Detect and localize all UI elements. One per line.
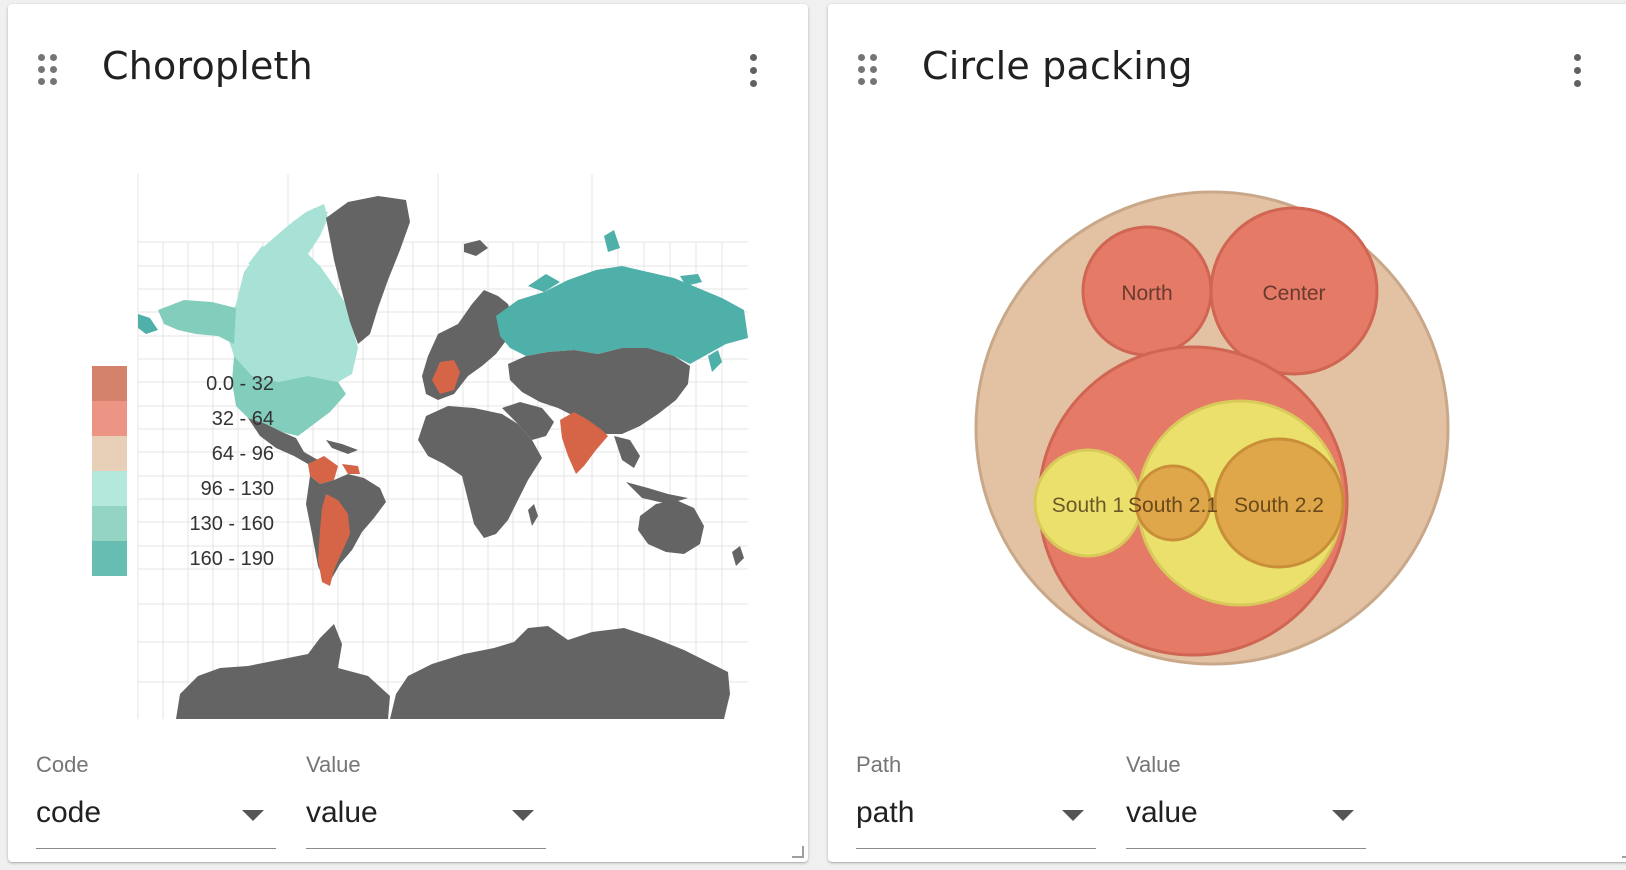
code-value: code (36, 796, 102, 829)
region-japan (708, 350, 722, 372)
path-select[interactable]: Path path (856, 752, 1096, 852)
dropdown-arrow-icon[interactable] (512, 810, 534, 821)
value-value: value (306, 796, 378, 829)
label-south-2-2: South 2.2 (1234, 494, 1324, 517)
dropdown-arrow-icon[interactable] (1332, 810, 1354, 821)
legend-swatch (92, 436, 127, 471)
region-australia (638, 500, 704, 554)
region-russia (496, 266, 748, 364)
legend-label: 130 - 160 (189, 513, 274, 535)
region-caribbean (326, 440, 358, 454)
more-vert-icon[interactable] (750, 54, 758, 88)
node-center (1209, 206, 1379, 376)
region-greenland (326, 196, 410, 344)
region-venezuela (342, 464, 360, 474)
node-south-2-2 (1213, 437, 1345, 569)
field-underline (856, 848, 1096, 849)
more-vert-icon[interactable] (1574, 54, 1582, 88)
dropdown-arrow-icon[interactable] (242, 810, 264, 821)
label-south-1: South 1 (1052, 494, 1124, 517)
code-label: Code (36, 752, 89, 777)
label-north: North (1121, 282, 1172, 305)
legend: 0.0 - 32 32 - 64 64 - 96 96 - 130 130 - 160 1… (92, 366, 274, 576)
region-alaska (158, 300, 236, 344)
value-value: value (1126, 796, 1198, 829)
region-iceland (464, 240, 488, 256)
choropleth-map: 0.0 - 32 32 - 64 64 - 96 96 - 130 130 - 160 1… (92, 174, 748, 719)
value-label: Value (1126, 752, 1181, 777)
field-underline (36, 848, 276, 849)
region-mexico (248, 418, 318, 464)
value-select[interactable]: Value value (306, 752, 546, 852)
legend-swatch (92, 401, 127, 436)
path-value: path (856, 796, 915, 829)
card-title: Circle packing (922, 44, 1193, 88)
region-india (560, 412, 608, 474)
code-select[interactable]: Code code (36, 752, 276, 852)
region-asia (508, 348, 690, 434)
region-africa (418, 406, 542, 538)
field-underline (306, 848, 546, 849)
dropdown-arrow-icon[interactable] (1062, 810, 1084, 821)
region-new-zealand (732, 546, 744, 566)
drag-handle-icon[interactable] (38, 54, 60, 86)
label-south-2-1: South 2.1 (1128, 494, 1218, 517)
legend-swatch (92, 471, 127, 506)
field-underline (1126, 848, 1366, 849)
region-antarctica (176, 624, 390, 719)
path-label: Path (856, 752, 902, 777)
legend-label: 64 - 96 (212, 443, 274, 465)
drag-handle-icon[interactable] (858, 54, 880, 86)
legend-swatch (92, 541, 127, 576)
region-se-asia (614, 436, 688, 504)
region-usa (232, 356, 346, 436)
resize-handle-icon[interactable] (1622, 846, 1626, 858)
region-russia-islands (528, 230, 702, 292)
label-center: Center (1262, 282, 1325, 305)
region-aleutians (138, 314, 158, 334)
region-arctic-islands (248, 208, 328, 266)
legend-swatch (92, 366, 127, 401)
legend-swatch (92, 506, 127, 541)
value-label: Value (306, 752, 361, 777)
region-antarctica-east (390, 626, 730, 719)
region-canada (226, 204, 358, 382)
region-colombia (308, 456, 338, 484)
region-middle-east (502, 402, 554, 440)
circle-packing-chart: North Center South 1 South 2.1 South 2.2 (974, 190, 1450, 666)
choropleth-card: Choropleth (8, 4, 808, 862)
legend-label: 0.0 - 32 (206, 373, 274, 395)
legend-label: 32 - 64 (212, 408, 274, 430)
value-select[interactable]: Value value (1126, 752, 1366, 852)
card-title: Choropleth (102, 44, 313, 88)
region-france (432, 360, 460, 394)
legend-label: 96 - 130 (201, 478, 274, 500)
node-south-2-1 (1134, 464, 1212, 542)
region-argentina (318, 494, 350, 586)
region-madagascar (528, 504, 538, 526)
resize-handle-icon[interactable] (792, 846, 804, 858)
circle-packing-card: Circle packing North Center South 1 Sout… (828, 4, 1626, 862)
legend-label: 160 - 190 (189, 548, 274, 570)
